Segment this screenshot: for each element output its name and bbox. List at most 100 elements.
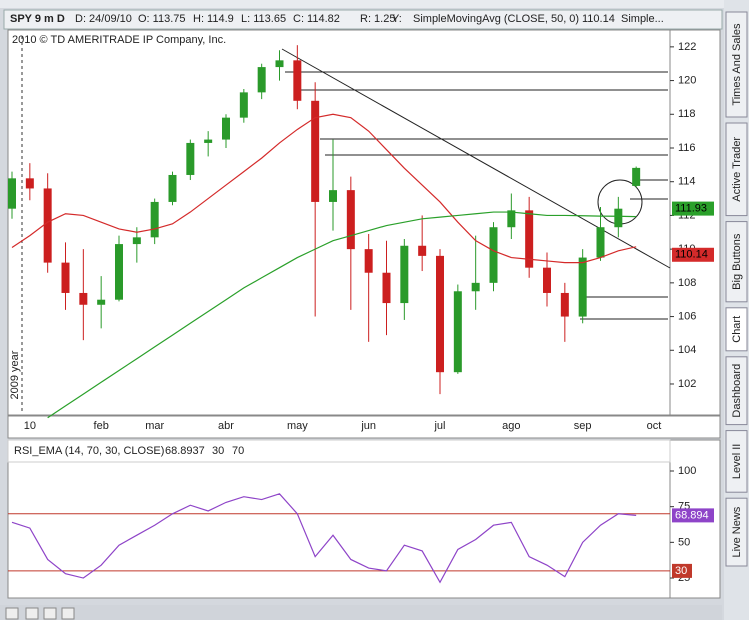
candle-body <box>79 292 88 305</box>
candle-body <box>525 210 534 268</box>
y-tick-label: 50 <box>678 536 690 548</box>
time-axis <box>7 415 721 439</box>
sidebar-tab-label[interactable]: Big Buttons <box>731 233 743 290</box>
rsi-header <box>7 439 671 463</box>
candle-body <box>560 292 569 317</box>
x-tick-label: ago <box>502 420 520 432</box>
button[interactable] <box>5 607 19 620</box>
candle-body <box>132 237 141 245</box>
rsi-line <box>11 493 637 584</box>
y-tick-label: 100 <box>678 465 696 477</box>
open: O: 113.75 <box>138 13 186 25</box>
y-tick-label: 120 <box>678 74 696 86</box>
sidebar-tab[interactable] <box>725 307 748 352</box>
candle-body <box>150 201 159 238</box>
candle-body <box>453 291 462 373</box>
sidebar-tab[interactable] <box>725 122 748 217</box>
y-field: Y: <box>392 13 402 25</box>
x-tick-label: jul <box>433 420 445 432</box>
candle-body <box>632 167 641 186</box>
sidebar-tab[interactable] <box>725 356 748 426</box>
high: H: 114.9 <box>193 13 234 25</box>
level-tag-label: 30 <box>675 565 687 577</box>
x-tick-label: oct <box>647 420 662 432</box>
y-tick-label: 118 <box>678 108 696 120</box>
x-tick-label: may <box>287 420 308 432</box>
candle-body <box>25 178 34 189</box>
sidebar-tab-label[interactable]: Active Trader <box>731 137 743 202</box>
x-tick-label: mar <box>145 420 164 432</box>
button[interactable] <box>43 607 57 620</box>
copyright: 2010 © TD AMERITRADE IP Company, Inc. <box>12 34 226 46</box>
trendline <box>281 48 671 269</box>
x-tick-label: sep <box>574 420 592 432</box>
sidebar-tab-label[interactable]: Level II <box>731 444 743 479</box>
button[interactable] <box>25 607 39 620</box>
rsi-level-high: 70 <box>232 445 244 457</box>
candle-body <box>471 282 480 292</box>
sidebar-tab[interactable] <box>725 11 748 118</box>
price-tag <box>672 247 714 262</box>
year-label: 2009 year <box>9 350 21 399</box>
price-panel <box>7 29 671 416</box>
sidebar-tab[interactable] <box>725 497 748 567</box>
range: R: 1.25 <box>360 13 395 25</box>
candle-body <box>329 190 337 202</box>
toolbar <box>3 9 723 30</box>
candle-body <box>311 100 320 202</box>
bottom-bar <box>0 605 722 620</box>
sidebar-tab[interactable] <box>725 430 748 493</box>
rsi-level-low: 30 <box>212 445 224 457</box>
candle-body <box>400 245 409 304</box>
rsi-value: 68.8937 <box>165 445 205 457</box>
candle-body <box>418 245 427 256</box>
sidebar-tab-label[interactable]: Live News <box>731 506 743 557</box>
candle-body <box>364 249 373 273</box>
rsi-title: RSI_EMA (14, 70, 30, CLOSE) <box>14 445 164 457</box>
sidebar-tab-label[interactable]: Times And Sales <box>731 23 743 106</box>
study[interactable]: SimpleMovingAvg (CLOSE, 50, 0) <box>413 13 579 25</box>
y-tick-label: 116 <box>678 142 696 154</box>
candle-body <box>275 60 284 68</box>
sidebar-tab[interactable] <box>725 221 748 303</box>
y-tick-label: 114 <box>678 176 696 188</box>
sidebar-tab-label[interactable]: Chart <box>731 316 743 343</box>
candle-body <box>204 139 213 143</box>
candle-body <box>168 174 177 202</box>
moving-average <box>47 211 637 419</box>
symbol[interactable]: SPY 9 m D <box>10 13 65 25</box>
candle-body <box>489 227 498 283</box>
price-tag <box>672 201 714 216</box>
candle-body <box>614 208 623 228</box>
sidebar-tab-label[interactable]: Dashboard <box>731 364 743 418</box>
candle-body <box>186 142 195 175</box>
rsi-tag <box>672 508 714 523</box>
candle-body <box>596 227 605 258</box>
candle-body <box>382 272 391 304</box>
date: D: 24/09/10 <box>75 13 132 25</box>
candle-body <box>293 60 302 101</box>
low: L: 113.65 <box>241 13 286 25</box>
rsi-tag-label: 68.894 <box>675 509 709 521</box>
bottom-buttons <box>5 607 75 620</box>
x-tick-label: jun <box>360 420 376 432</box>
candle-body <box>43 188 52 263</box>
x-tick-label: abr <box>218 420 234 432</box>
y-tick-label: 108 <box>678 277 696 289</box>
button[interactable] <box>61 607 75 620</box>
candle-body <box>257 67 266 93</box>
candle-body <box>115 244 123 300</box>
price-axis <box>669 29 721 416</box>
y-tick-label: 122 <box>678 41 696 53</box>
study2[interactable]: Simple... <box>621 13 664 25</box>
candle-body <box>61 262 70 293</box>
candle-body <box>346 190 355 250</box>
candle-body <box>507 210 516 228</box>
drawings <box>281 48 671 320</box>
study-value: 110.14 <box>582 13 615 25</box>
price-tag-label: 110.14 <box>675 249 708 261</box>
candle-body <box>222 117 230 140</box>
candle-body <box>578 257 587 317</box>
y-tick-label: 106 <box>678 310 696 322</box>
